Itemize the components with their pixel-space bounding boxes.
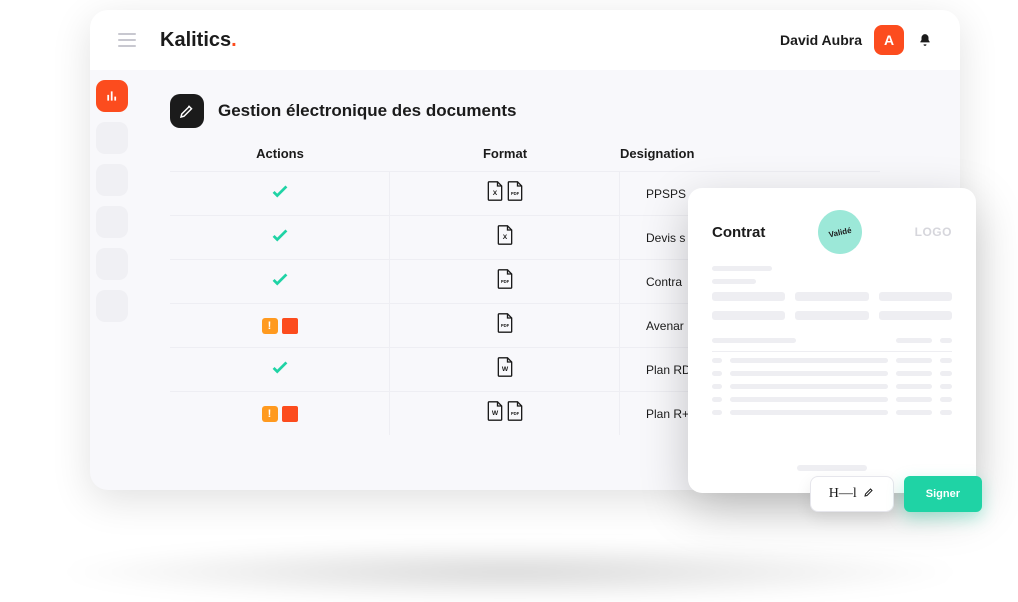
- brand-name: Kalitics: [160, 29, 231, 51]
- cell-actions: [170, 260, 390, 303]
- cell-actions: [170, 172, 390, 215]
- cell-format: W PDF: [390, 392, 620, 435]
- page-header: Gestion électronique des documents: [90, 70, 960, 146]
- document-preview-header: Contrat Validé LOGO: [712, 210, 952, 254]
- signature-handwriting: H—l: [829, 486, 857, 502]
- cell-actions: [170, 216, 390, 259]
- page-title: Gestion électronique des documents: [218, 101, 517, 121]
- document-title: Contrat: [712, 224, 765, 241]
- cell-format: PDF: [390, 260, 620, 303]
- skeleton-row: [712, 311, 952, 320]
- table-header: Actions Format Designation: [170, 146, 880, 171]
- page-icon: [170, 94, 204, 128]
- doc-file-icon: W: [486, 401, 504, 426]
- signature-preview[interactable]: H—l: [810, 476, 894, 512]
- cell-format: W: [390, 348, 620, 391]
- sidebar-item-6[interactable]: [96, 290, 128, 322]
- check-icon: [269, 356, 291, 383]
- sidebar-item-5[interactable]: [96, 248, 128, 280]
- skeleton-row: [712, 292, 952, 301]
- skeleton-table: [712, 338, 952, 415]
- svg-text:PDF: PDF: [500, 323, 509, 328]
- check-icon: [269, 268, 291, 295]
- svg-text:X: X: [502, 234, 507, 241]
- document-logo-placeholder: LOGO: [915, 225, 952, 239]
- avatar[interactable]: A: [874, 25, 904, 55]
- pdf-file-icon: PDF: [496, 269, 514, 294]
- svg-text:X: X: [492, 190, 497, 197]
- validation-badge: Validé: [814, 206, 866, 258]
- skeleton-footer: [712, 465, 952, 471]
- sidebar-item-dashboard[interactable]: [96, 80, 128, 112]
- warning-icon: !: [262, 318, 298, 334]
- cell-format: PDF: [390, 304, 620, 347]
- svg-text:PDF: PDF: [510, 411, 519, 416]
- xls-file-icon: X: [496, 225, 514, 250]
- svg-text:PDF: PDF: [500, 279, 509, 284]
- warning-icon: !: [262, 406, 298, 422]
- document-preview-card: Contrat Validé LOGO: [688, 188, 976, 493]
- sidebar: [90, 80, 134, 322]
- menu-toggle-icon[interactable]: [118, 33, 136, 47]
- brand-logo[interactable]: Kalitics.: [160, 29, 237, 52]
- col-header-actions: Actions: [170, 146, 390, 161]
- svg-text:PDF: PDF: [510, 191, 519, 196]
- window-shadow: [50, 542, 970, 602]
- skeleton-line: [712, 266, 772, 271]
- sidebar-item-4[interactable]: [96, 206, 128, 238]
- sign-button[interactable]: Signer: [904, 476, 982, 512]
- brand-dot: .: [231, 29, 237, 51]
- notifications-icon[interactable]: [918, 32, 932, 48]
- doc-file-icon: W: [496, 357, 514, 382]
- sidebar-item-2[interactable]: [96, 122, 128, 154]
- check-icon: [269, 180, 291, 207]
- check-icon: [269, 224, 291, 251]
- col-header-format: Format: [390, 146, 620, 161]
- pdf-file-icon: PDF: [506, 401, 524, 426]
- user-name[interactable]: David Aubra: [780, 32, 862, 48]
- sidebar-item-3[interactable]: [96, 164, 128, 196]
- svg-text:W: W: [501, 366, 508, 373]
- cell-actions: [170, 348, 390, 391]
- cell-format: X PDF: [390, 172, 620, 215]
- svg-text:W: W: [491, 410, 498, 417]
- xls-file-icon: X: [486, 181, 504, 206]
- cell-actions: !: [170, 304, 390, 347]
- topbar: Kalitics. David Aubra A: [90, 10, 960, 70]
- pdf-file-icon: PDF: [496, 313, 514, 338]
- signature-widget: H—l Signer: [810, 476, 982, 512]
- col-header-designation: Designation: [620, 146, 880, 161]
- skeleton-line: [712, 279, 756, 284]
- pen-icon: [863, 485, 875, 503]
- cell-actions: !: [170, 392, 390, 435]
- cell-format: X: [390, 216, 620, 259]
- pdf-file-icon: PDF: [506, 181, 524, 206]
